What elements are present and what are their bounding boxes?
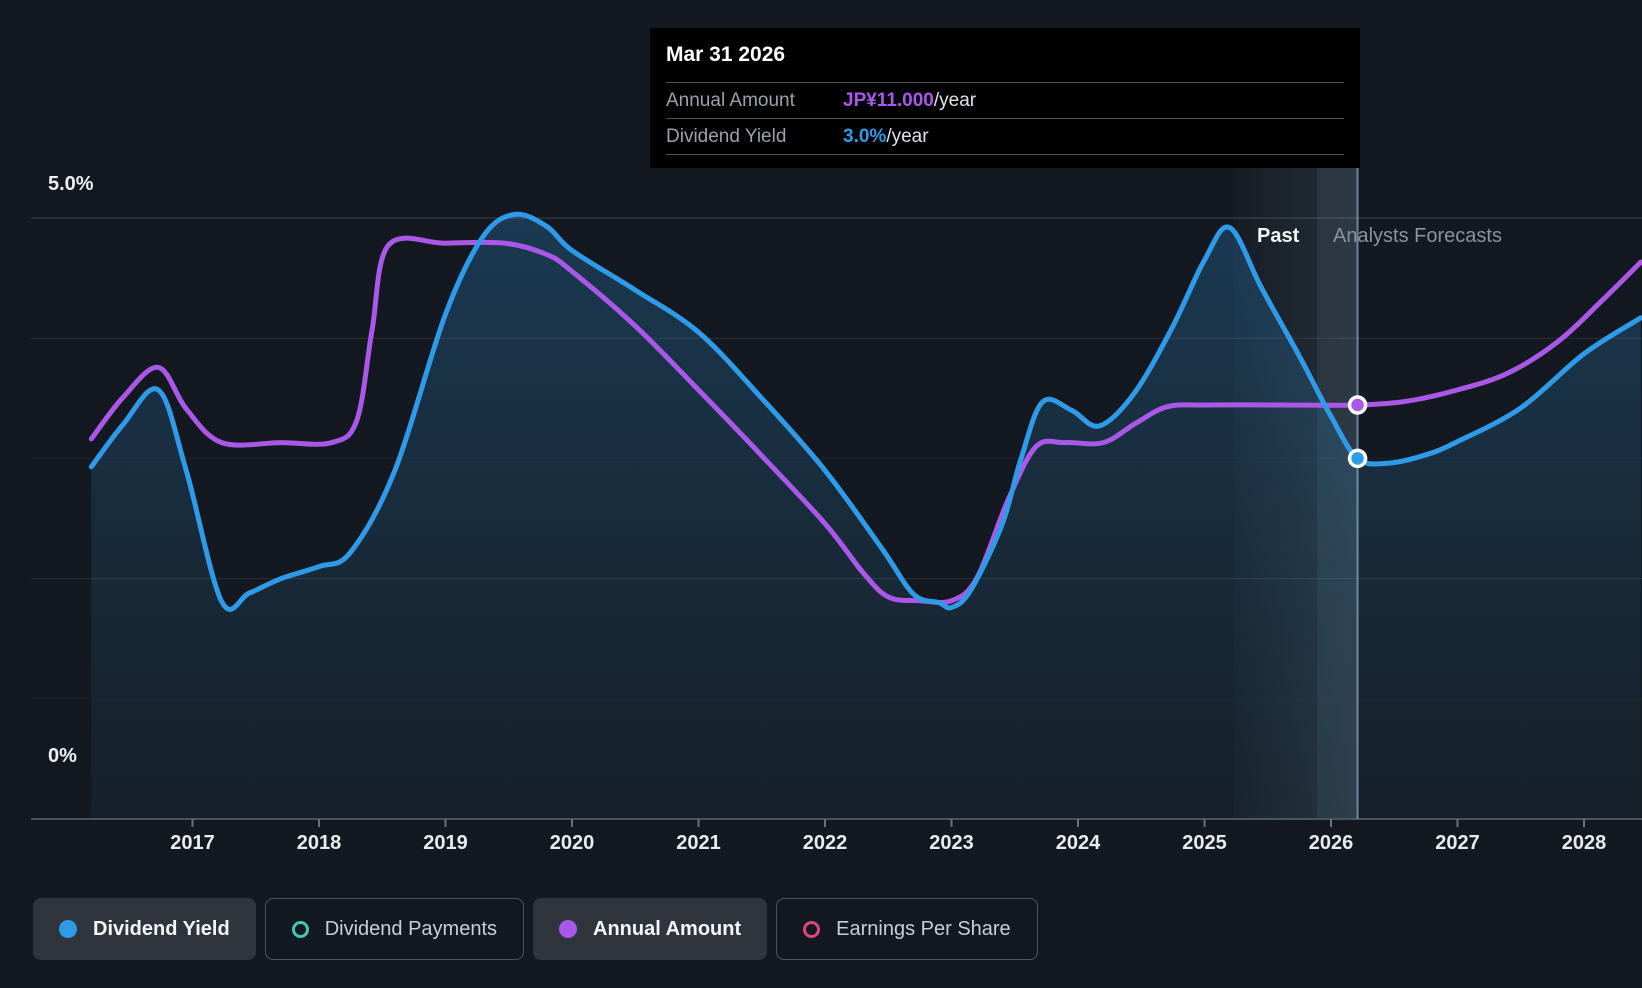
dividend-yield-marker[interactable] — [1347, 448, 1368, 469]
forecast-zone-label: Analysts Forecasts — [1333, 225, 1502, 247]
x-axis-label-2026: 2026 — [1308, 832, 1354, 854]
chart-legend: Dividend Yield Dividend Payments Annual Am… — [33, 898, 1038, 960]
legend-button-annual-amount[interactable]: Annual Amount — [533, 898, 768, 960]
annual-amount-marker[interactable] — [1347, 395, 1368, 415]
dividend-yield-line — [88, 211, 1642, 612]
tooltip-suffix: /year — [886, 125, 929, 147]
x-axis-label-2022: 2022 — [802, 832, 848, 854]
x-axis-label-2027: 2027 — [1435, 832, 1480, 854]
tooltip-label: Dividend Yield — [666, 125, 787, 147]
legend-button-dividend-yield[interactable]: Dividend Yield — [33, 898, 256, 960]
legend-button-dividend-payments[interactable]: Dividend Payments — [264, 898, 525, 960]
x-axis-label-2023: 2023 — [929, 832, 974, 854]
tooltip-row-dividend-yield: Dividend Yield 3.0% /year — [666, 118, 1344, 154]
x-axis-label-2019: 2019 — [423, 832, 468, 854]
tooltip-date: Mar 31 2026 — [666, 43, 786, 66]
dividend-yield-area — [91, 214, 1641, 819]
x-axis-label-2017: 2017 — [170, 832, 215, 854]
y-axis-label-top: 5.0% — [48, 173, 94, 195]
x-axis-label-2024: 2024 — [1055, 832, 1101, 854]
x-axis-label-2020: 2020 — [549, 832, 595, 854]
annual-amount-line — [88, 235, 1642, 606]
tooltip-value: 3.0% — [843, 125, 887, 147]
x-axis-label-2021: 2021 — [676, 832, 721, 854]
x-axis-label-2018: 2018 — [296, 832, 342, 854]
tooltip-row-annual-amount: Annual Amount JP¥11.000 /year — [666, 82, 1344, 118]
legend-label: Earnings Per Share — [836, 917, 1011, 940]
tooltip-label: Annual Amount — [666, 89, 795, 111]
outline-ring-icon — [291, 920, 309, 938]
legend-label: Dividend Payments — [324, 917, 498, 940]
outline-ring-icon — [803, 920, 821, 938]
x-axis-label-2025: 2025 — [1182, 832, 1227, 854]
tooltip-suffix: /year — [933, 89, 977, 111]
tooltip-value: JP¥11.000 — [843, 89, 934, 111]
tooltip-rows: Annual Amount JP¥11.000 /year Dividend Y… — [666, 82, 1344, 155]
past-zone-label: Past — [1257, 225, 1300, 247]
legend-label: Annual Amount — [593, 917, 742, 940]
chart-tooltip: Mar 31 2026 Annual Amount JP¥11.000 /yea… — [650, 28, 1360, 168]
y-axis-label-bottom: 0% — [48, 745, 77, 767]
legend-button-earnings-per-share[interactable]: Earnings Per Share — [776, 898, 1038, 960]
x-axis-label-2028: 2028 — [1561, 832, 1607, 854]
legend-label: Dividend Yield — [93, 917, 230, 940]
filled-dot-icon — [559, 920, 578, 938]
filled-dot-icon — [59, 920, 77, 938]
